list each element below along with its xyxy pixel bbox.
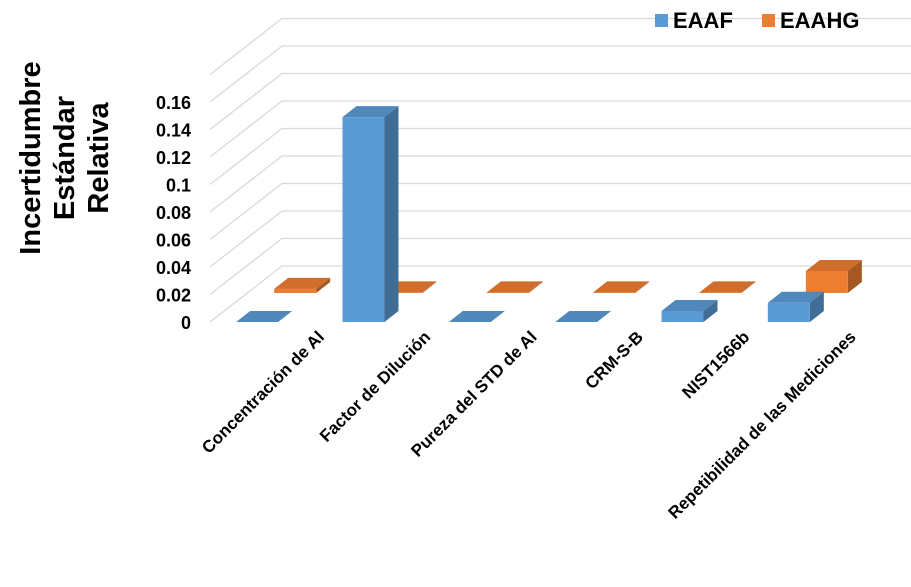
legend: EAAF EAAHG	[655, 8, 859, 33]
gridline	[209, 210, 911, 268]
bar-eaaf	[661, 300, 718, 322]
y-axis-title-line: Estándar	[49, 96, 81, 220]
bar-side	[528, 281, 543, 293]
category-label: CRM-S-B	[581, 327, 647, 393]
y-tick-label: 0	[181, 313, 191, 333]
category-label: Repetibilidad de las Mediciones	[665, 327, 860, 522]
category-label: Factor de Dilución	[316, 327, 434, 445]
bar-top	[274, 277, 331, 289]
gridline	[209, 127, 911, 186]
bar-eaahg	[274, 277, 331, 293]
y-tick-label: 0.16	[156, 93, 191, 113]
bar-front	[342, 117, 385, 322]
bar-top	[767, 291, 824, 303]
bar-front	[486, 292, 529, 293]
legend-swatch	[762, 14, 775, 27]
bar-top	[593, 281, 650, 293]
bar-front	[593, 292, 636, 293]
bar-top	[236, 311, 293, 322]
legend-swatch	[655, 14, 668, 27]
bar-top	[699, 281, 756, 293]
bar-front	[380, 292, 423, 293]
y-tick-label: 0.14	[156, 121, 191, 141]
bar-eaahg	[805, 260, 862, 293]
y-tick-label: 0.02	[156, 286, 191, 306]
bar-top	[661, 300, 718, 311]
y-tick-label: 0.04	[156, 258, 191, 278]
legend-label: EAAHG	[780, 8, 859, 33]
bar-eaaf	[767, 291, 824, 322]
bar-top	[805, 260, 862, 271]
bar-front	[661, 311, 704, 322]
legend-label: EAAF	[673, 8, 733, 33]
y-axis-title-line: Relativa	[83, 102, 115, 214]
bar-eaahg	[699, 281, 756, 293]
y-tick-label: 0.08	[156, 203, 191, 223]
bar-eaaf	[342, 106, 399, 322]
bar-eaaf	[236, 311, 293, 322]
gridline	[209, 100, 911, 158]
bar-eaahg	[486, 281, 543, 293]
bar-eaaf	[448, 311, 505, 322]
gridline	[209, 72, 911, 131]
category-label: Concentración de Al	[198, 327, 328, 457]
y-axis-ticks: 0 0.02 0.04 0.06 0.08 0.1 0.12 0.14 0.16	[156, 93, 191, 333]
gridline	[209, 45, 911, 103]
gridline	[209, 17, 911, 76]
gridlines	[209, 17, 911, 323]
bar-side	[809, 291, 824, 322]
bar-top	[486, 281, 543, 293]
bar-side	[635, 281, 650, 293]
y-axis-title: Incertidumbre Estándar Relativa	[15, 61, 115, 254]
bars	[236, 106, 862, 322]
y-axis-title-line: Incertidumbre	[15, 61, 47, 254]
gridline	[209, 155, 911, 213]
bar-side	[422, 281, 437, 293]
bar-top	[342, 106, 399, 118]
bar-front	[699, 292, 742, 293]
bar-front	[274, 288, 317, 293]
category-label: NIST1566b	[678, 327, 753, 402]
gridline	[209, 237, 911, 296]
bar-side	[384, 106, 399, 322]
bar-top	[555, 311, 612, 322]
bar-side	[316, 277, 331, 293]
y-tick-label: 0.12	[156, 148, 191, 168]
y-tick-label: 0.1	[166, 176, 191, 196]
y-tick-label: 0.06	[156, 231, 191, 251]
bar-side	[741, 281, 756, 293]
gridline	[209, 265, 911, 323]
bar-top	[448, 311, 505, 322]
bar-side	[703, 300, 718, 322]
bar-front	[767, 302, 810, 322]
bar-eaahg	[593, 281, 650, 293]
gridline	[209, 182, 911, 241]
bar-front	[805, 271, 848, 293]
bar-eaaf	[555, 311, 612, 322]
